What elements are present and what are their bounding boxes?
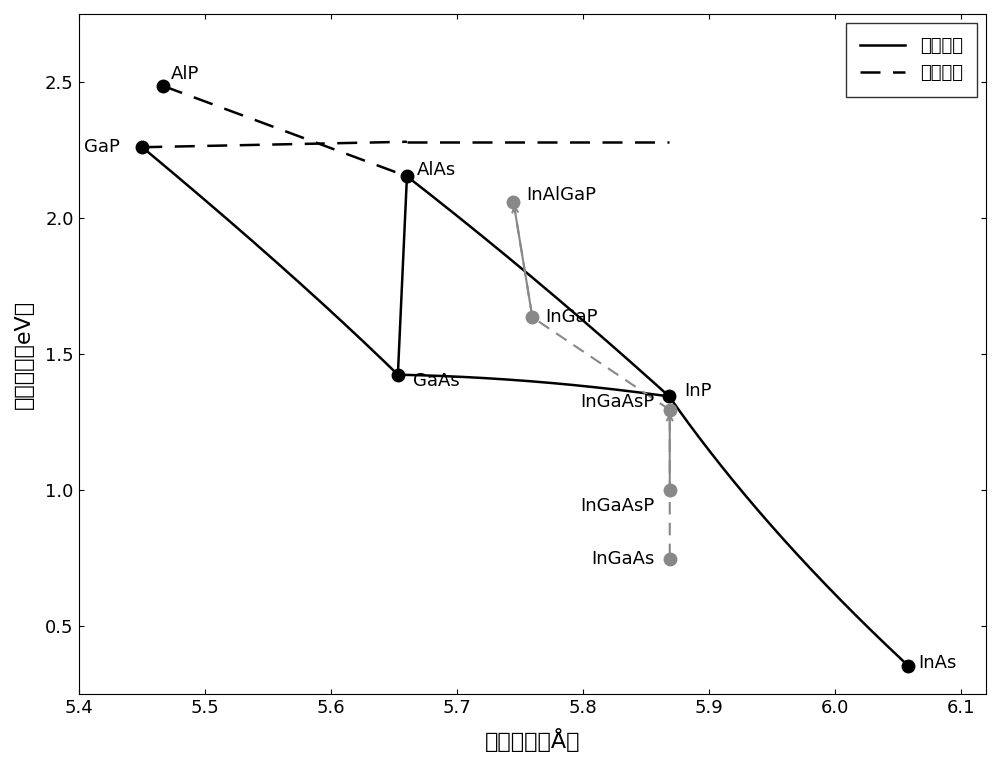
Text: InGaP: InGaP xyxy=(545,308,597,326)
X-axis label: 晶格参数（Å）: 晶格参数（Å） xyxy=(485,728,580,752)
Text: InGaAsP: InGaAsP xyxy=(580,393,655,411)
Text: AlAs: AlAs xyxy=(417,162,456,179)
Text: GaP: GaP xyxy=(84,138,120,156)
Text: InGaAs: InGaAs xyxy=(591,551,655,568)
Text: GaAs: GaAs xyxy=(413,372,460,391)
Text: AlP: AlP xyxy=(171,65,199,83)
Text: InGaAsP: InGaAsP xyxy=(580,497,655,516)
Y-axis label: 能带宽度（eV）: 能带宽度（eV） xyxy=(14,300,34,408)
Legend: 直接带隙, 间接带隙: 直接带隙, 间接带隙 xyxy=(846,23,977,97)
Text: InAlGaP: InAlGaP xyxy=(526,186,596,204)
Text: InAs: InAs xyxy=(918,654,957,672)
Text: InP: InP xyxy=(684,382,712,400)
